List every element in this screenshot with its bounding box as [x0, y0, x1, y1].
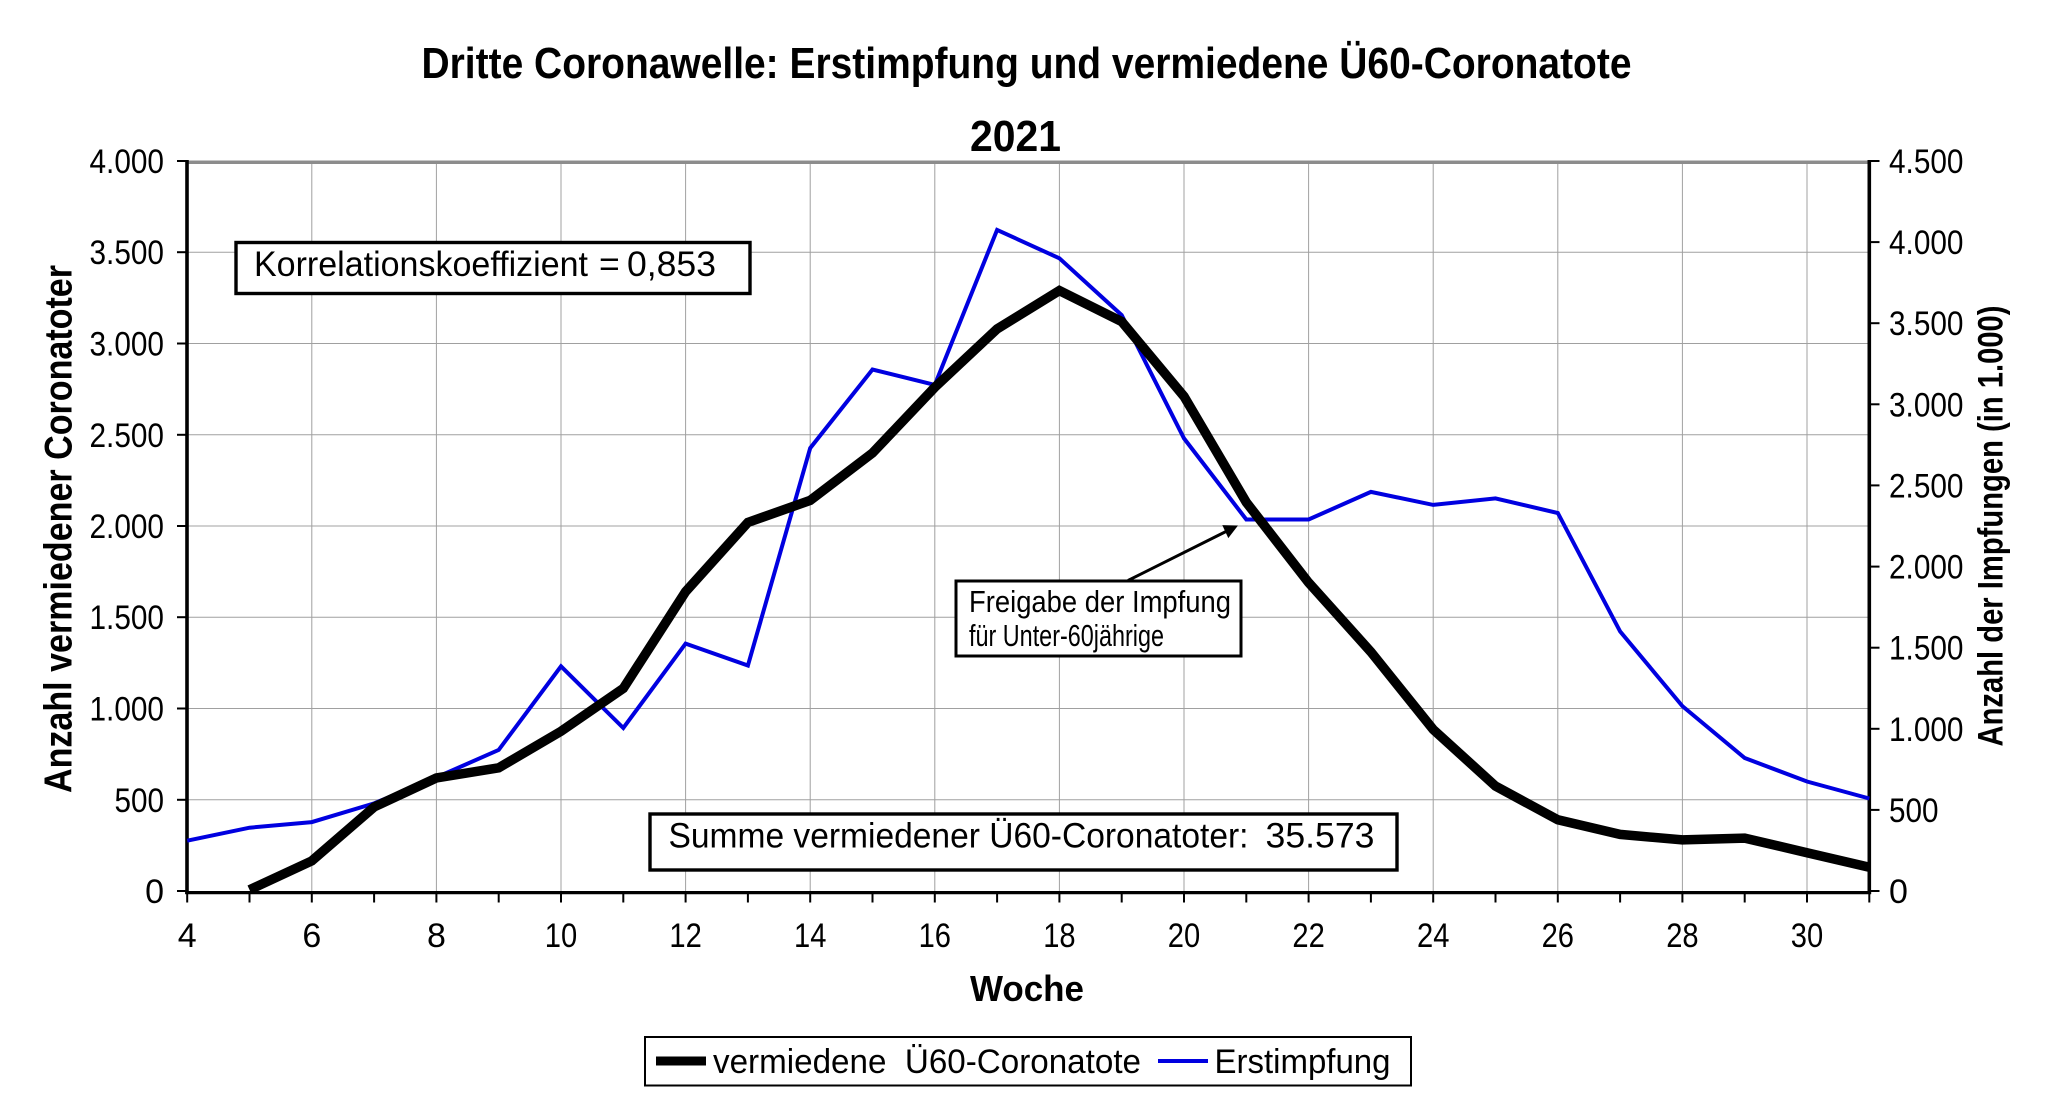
svg-text:2.000: 2.000: [90, 508, 165, 546]
svg-text:Erstimpfung: Erstimpfung: [1215, 1043, 1391, 1081]
svg-text:8: 8: [427, 917, 446, 955]
svg-text:20: 20: [1168, 917, 1200, 955]
svg-text:1.000: 1.000: [90, 691, 165, 729]
svg-text:28: 28: [1666, 917, 1698, 955]
svg-text:3.000: 3.000: [1889, 386, 1964, 424]
svg-text:2.500: 2.500: [90, 417, 165, 455]
svg-text:22: 22: [1292, 917, 1324, 955]
svg-text:1.500: 1.500: [90, 599, 165, 637]
svg-text:Anzahl der Impfungen (in 1.000: Anzahl der Impfungen (in 1.000): [1972, 306, 2011, 747]
svg-text:Dritte Coronawelle: Erstimpfun: Dritte Coronawelle: Erstimpfung und verm…: [422, 39, 1632, 88]
svg-text:2.500: 2.500: [1889, 467, 1964, 505]
svg-text:für Unter-60jährige: für Unter-60jährige: [969, 618, 1164, 653]
svg-text:vermiedene Ü60-Coronatote: vermiedene Ü60-Coronatote: [713, 1043, 1141, 1081]
svg-text:1.000: 1.000: [1889, 711, 1964, 749]
svg-text:1.500: 1.500: [1889, 630, 1964, 668]
svg-text:500: 500: [115, 782, 165, 820]
svg-text:Summe vermiedener Ü60-Coronato: Summe vermiedener Ü60-Coronatoter: 35.573: [669, 816, 1375, 856]
svg-text:Korrelationskoeffizient=0,853: Korrelationskoeffizient = 0,853: [254, 244, 716, 284]
svg-text:12: 12: [669, 917, 701, 955]
svg-text:24: 24: [1417, 917, 1449, 955]
svg-text:Woche: Woche: [970, 968, 1084, 1009]
svg-text:16: 16: [919, 917, 951, 955]
svg-text:500: 500: [1889, 792, 1939, 830]
svg-text:6: 6: [302, 917, 321, 955]
svg-text:0: 0: [1889, 873, 1908, 911]
svg-text:30: 30: [1791, 917, 1823, 955]
svg-text:0: 0: [145, 873, 164, 911]
svg-text:3.000: 3.000: [90, 326, 165, 364]
svg-text:14: 14: [794, 917, 826, 955]
svg-text:4.000: 4.000: [1889, 224, 1964, 262]
svg-text:10: 10: [545, 917, 577, 955]
svg-text:3.500: 3.500: [1889, 305, 1964, 343]
svg-text:26: 26: [1542, 917, 1574, 955]
svg-text:4.000: 4.000: [90, 143, 165, 181]
svg-text:3.500: 3.500: [90, 234, 165, 272]
svg-text:Anzahl vermiedener Coronatoter: Anzahl vermiedener Coronatoter: [38, 265, 81, 793]
svg-text:Freigabe der Impfung: Freigabe der Impfung: [969, 584, 1231, 619]
svg-text:2.000: 2.000: [1889, 549, 1964, 587]
svg-text:4: 4: [178, 917, 197, 955]
svg-text:18: 18: [1043, 917, 1075, 955]
svg-text:2021: 2021: [970, 113, 1061, 161]
svg-text:4.500: 4.500: [1889, 143, 1964, 181]
